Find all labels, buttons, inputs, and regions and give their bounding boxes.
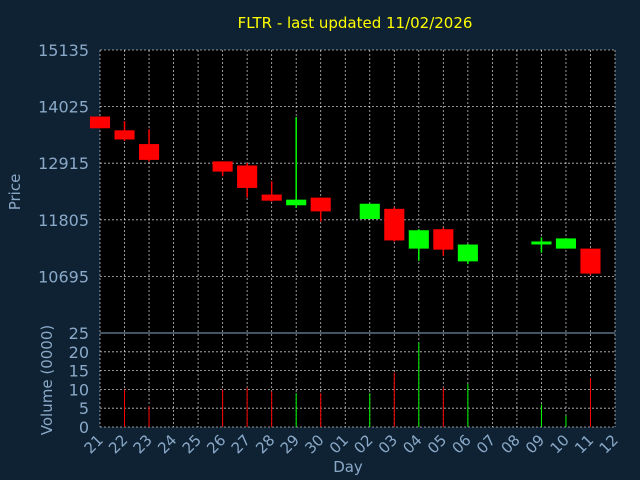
x-tick-label: 08 [498,431,524,457]
candle-body [408,230,429,249]
x-tick-label: 12 [596,431,622,457]
grid [99,49,616,428]
candle-body [114,130,135,140]
x-tick-label: 22 [105,431,131,457]
x-tick-label: 04 [399,431,425,457]
x-tick-label: 02 [350,431,376,457]
price-axis-label: Price [6,174,24,211]
candle-body [237,165,258,188]
x-tick-label: 10 [547,431,573,457]
x-tick-label: 28 [252,431,278,457]
x-tick-label: 25 [179,431,205,457]
candle-body [531,241,552,245]
x-tick-label: 27 [228,431,254,457]
candle-body [457,244,478,262]
volume-axis-label: Volume (0000) [38,325,56,435]
volume-plot-area [100,333,615,427]
volume-tick-label: 15 [69,362,89,381]
volume-bars [124,342,591,427]
x-tick-label: 07 [473,431,499,457]
chart-title: FLTR - last updated 11/02/2026 [237,14,473,32]
volume-tick-label: 5 [79,399,89,418]
candle-body [261,194,282,201]
x-tick-label: 09 [522,431,548,457]
x-axis-label: Day [333,458,363,476]
x-tick-label: 06 [448,431,474,457]
x-tick-label: 01 [326,431,352,457]
price-tick-label: 15135 [38,41,89,60]
price-tick-label: 12915 [38,154,89,173]
x-tick-label: 03 [375,431,401,457]
volume-tick-label: 0 [79,418,89,437]
price-tick-label: 11805 [38,211,89,230]
candle-body [580,248,601,274]
x-tick-label: 11 [571,431,597,457]
x-tick-label: 05 [424,431,450,457]
candle-body [433,229,454,250]
x-tick-label: 30 [301,431,327,457]
candle-body [555,238,577,249]
x-tick-label: 23 [130,431,156,457]
candle-body [89,116,111,129]
candle-body [310,197,331,212]
price-plot-area [100,50,615,333]
price-tick-label: 14025 [38,98,89,117]
price-tick-label: 10695 [38,267,89,286]
x-tick-label: 29 [277,431,303,457]
candle-body [286,199,307,206]
x-tick-label: 26 [203,431,229,457]
candle-body [359,203,380,220]
candle-body [212,161,233,172]
volume-tick-label: 10 [69,380,89,399]
candle-body [384,208,405,241]
volume-tick-label: 25 [69,324,89,343]
candles [89,116,601,276]
x-tick-label: 24 [154,431,180,457]
candle-body [138,144,160,160]
volume-tick-label: 20 [69,343,89,362]
